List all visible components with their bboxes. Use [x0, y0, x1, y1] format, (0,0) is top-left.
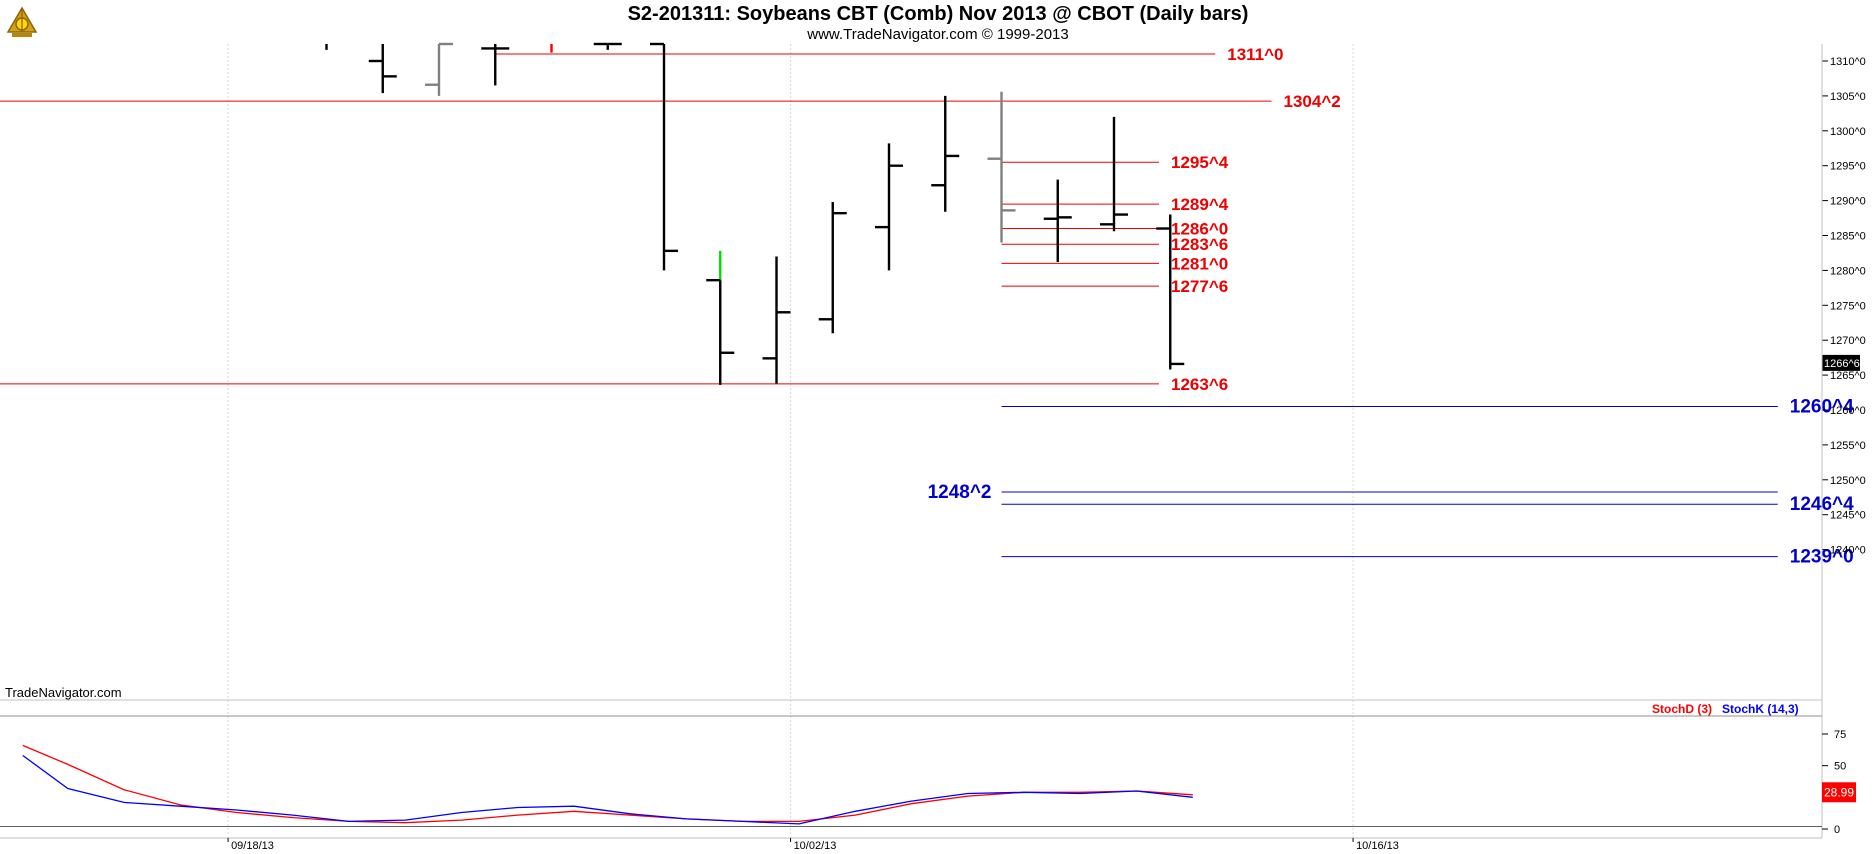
price-tick-label: 1270^0 [1830, 335, 1866, 347]
level-label: 1295^4 [1171, 153, 1229, 172]
stoch-series-line [22, 754, 1193, 825]
level-label: 1248^2 [928, 482, 992, 503]
price-tick-label: 1285^0 [1830, 231, 1866, 243]
price-tick-label: 1260^0 [1830, 405, 1866, 417]
sextant-logo-icon [6, 6, 38, 37]
price-tick-label: 1305^0 [1830, 91, 1866, 103]
price-tick-label: 1275^0 [1830, 300, 1866, 312]
last-price-label: 1266^6 [1824, 358, 1860, 370]
stoch-legend-d: StochD (3) [1652, 702, 1712, 716]
price-tick-label: 1240^0 [1830, 545, 1866, 557]
price-tick-label: 1290^0 [1830, 196, 1866, 208]
price-bars [325, 42, 1185, 385]
chart-header: S2-201311: Soybeans CBT (Comb) Nov 2013 … [0, 0, 1876, 44]
stoch-last-label: 28.99 [1824, 785, 1854, 799]
price-tick-label: 1300^0 [1830, 126, 1866, 138]
date-tick-label: 10/02/13 [794, 840, 837, 852]
price-panel-background [0, 44, 1822, 700]
date-tick-label: 09/18/13 [231, 840, 274, 852]
price-tick-label: 1310^0 [1830, 56, 1866, 68]
stoch-tick-label: 50 [1834, 761, 1846, 773]
stoch-tick-label: 0 [1834, 824, 1840, 836]
price-tick-label: 1255^0 [1830, 440, 1866, 452]
stoch-tick-label: 75 [1834, 729, 1846, 741]
level-label: 1286^0 [1171, 220, 1228, 239]
price-tick-label: 1250^0 [1830, 475, 1866, 487]
level-label: 1283^6 [1171, 235, 1228, 254]
price-tick-label: 1245^0 [1830, 510, 1866, 522]
level-label: 1277^6 [1171, 277, 1228, 296]
price-axis: 1310^0 1305^0 1300^0 1295^0 1290^0 1285^0 1280… [1822, 56, 1866, 557]
level-label: 1263^6 [1171, 375, 1228, 394]
chart-subtitle: www.TradeNavigator.com © 1999-2013 [807, 26, 1069, 43]
stoch-legend-k: StochK (14,3) [1722, 702, 1799, 716]
level-label: 1281^0 [1171, 254, 1228, 273]
price-tick-label: 1295^0 [1830, 161, 1866, 173]
level-label: 1289^4 [1171, 195, 1229, 214]
level-label: 1304^2 [1284, 92, 1341, 111]
watermark-text: TradeNavigator.com [5, 685, 122, 700]
chart-title: S2-201311: Soybeans CBT (Comb) Nov 2013 … [627, 3, 1249, 25]
level-label: 1311^0 [1227, 45, 1283, 64]
price-gridlines [227, 44, 1354, 838]
date-tick-label: 10/16/13 [1356, 840, 1399, 852]
last-price-box [1822, 354, 1860, 371]
price-tick-label: 1280^0 [1830, 265, 1866, 277]
price-tick-label: 1265^0 [1830, 370, 1866, 382]
stochastic-panel: StochD (3) StochK (14,3) 75 50 0 28.99 [0, 702, 1856, 836]
stoch-last-box [1822, 782, 1856, 803]
date-axis: 09/18/13 10/02/13 10/16/13 [0, 837, 1822, 852]
